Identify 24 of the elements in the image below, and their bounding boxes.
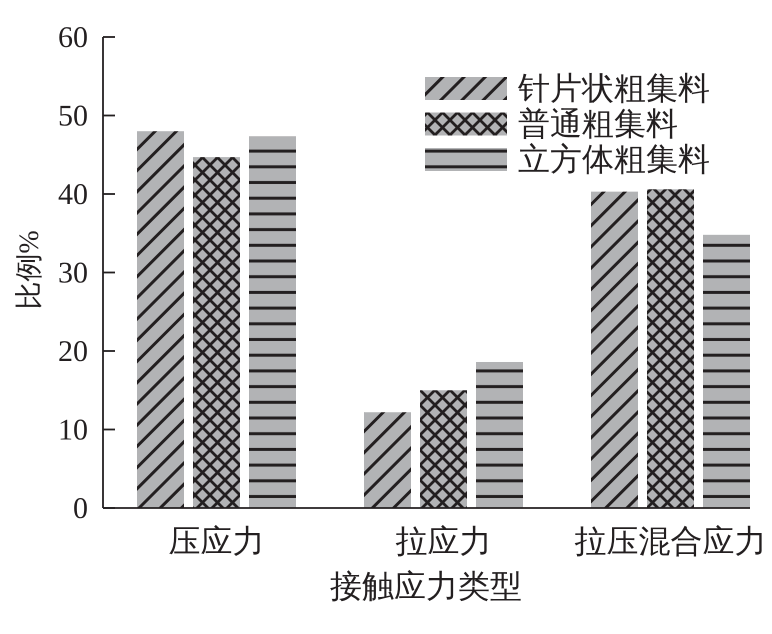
bar: [249, 136, 296, 508]
y-tick-label: 0: [73, 492, 88, 525]
bar: [591, 192, 638, 508]
bar: [476, 362, 523, 508]
bar: [420, 390, 467, 508]
bar: [137, 131, 184, 508]
y-tick-label: 40: [58, 178, 88, 211]
x-tick-label: 压应力: [168, 523, 264, 559]
legend-label: 立方体粗集料: [518, 141, 710, 177]
bar: [193, 157, 240, 508]
x-tick-label: 拉压混合应力: [574, 523, 766, 559]
y-tick-label: 20: [58, 335, 88, 368]
legend-label: 普通粗集料: [518, 106, 678, 142]
legend-label: 针片状粗集料: [517, 70, 710, 106]
bar: [364, 412, 411, 508]
y-tick-label: 50: [58, 100, 88, 132]
y-tick-label: 10: [58, 414, 88, 446]
bar: [703, 234, 750, 508]
y-tick-label: 30: [58, 256, 88, 290]
x-tick-label: 拉应力: [396, 523, 492, 559]
y-tick-label: 60: [58, 21, 88, 54]
y-axis-title: 比例%: [14, 230, 45, 310]
x-axis-title: 接触应力类型: [330, 568, 522, 604]
bar: [647, 189, 694, 508]
